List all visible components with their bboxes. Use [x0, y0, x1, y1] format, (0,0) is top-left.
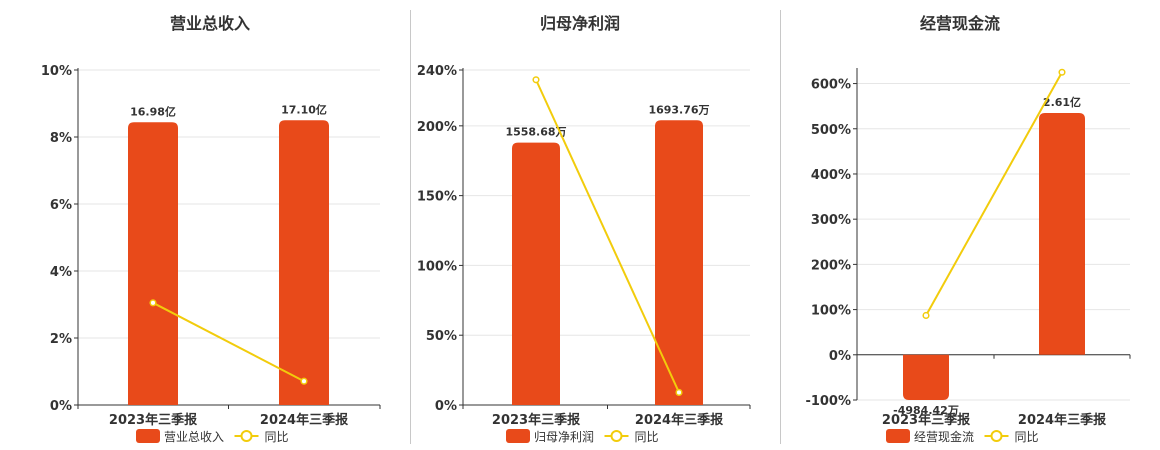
- yoy-point: [675, 388, 683, 396]
- legend-swatch-bar: [136, 429, 160, 443]
- x-category-label: 2024年三季报: [260, 412, 349, 428]
- bar-data-label: 1693.76万: [648, 103, 709, 116]
- y-tick-label: 400%: [811, 168, 851, 183]
- bar: [903, 354, 949, 400]
- x-category-label: 2023年三季报: [882, 412, 971, 428]
- y-tick-label: 200%: [811, 258, 851, 273]
- bar-data-label: 1558.68万: [505, 126, 566, 139]
- y-tick-label: 0%: [829, 349, 851, 364]
- legend-label-line: 同比: [265, 430, 289, 444]
- y-tick-label: 8%: [50, 131, 72, 146]
- y-tick-label: 50%: [426, 329, 457, 344]
- legend-swatch-marker: [610, 430, 623, 442]
- legend-label-bar: 归母净利润: [534, 430, 594, 444]
- yoy-line: [925, 71, 1063, 316]
- yoy-line: [152, 301, 305, 383]
- yoy-point: [922, 311, 930, 320]
- y-tick-label: 10%: [41, 64, 72, 79]
- legend-swatch-marker: [990, 430, 1003, 442]
- panel-divider: [780, 10, 781, 444]
- yoy-point: [532, 76, 540, 84]
- y-tick-label: 100%: [417, 259, 457, 274]
- legend-label-line: 同比: [1015, 430, 1039, 444]
- y-tick-label: 100%: [811, 304, 851, 319]
- y-tick-label: 6%: [50, 198, 72, 213]
- y-tick-label: 2%: [50, 332, 72, 347]
- yoy-line: [535, 79, 680, 393]
- legend-swatch-bar: [506, 429, 530, 443]
- legend-label-line: 同比: [635, 430, 659, 444]
- y-tick-label: 0%: [50, 399, 72, 414]
- bar-data-label: 16.98亿: [130, 104, 176, 118]
- bar: [655, 120, 703, 405]
- y-tick-label: 200%: [417, 120, 457, 135]
- chart-title: 归母净利润: [540, 14, 620, 33]
- bar-data-label: 17.10亿: [281, 102, 327, 116]
- y-tick-label: 500%: [811, 123, 851, 138]
- bar: [1039, 112, 1085, 355]
- y-tick-label: -100%: [805, 394, 851, 409]
- yoy-point: [149, 299, 157, 307]
- legend-label-bar: 营业总收入: [164, 430, 224, 444]
- y-tick-label: 300%: [811, 213, 851, 228]
- y-tick-label: 0%: [435, 399, 457, 414]
- x-category-label: 2023年三季报: [109, 412, 198, 428]
- chart-title: 营业总收入: [170, 14, 250, 33]
- legend-swatch-bar: [886, 429, 910, 443]
- bar: [512, 142, 560, 406]
- legend-label-bar: 经营现金流: [914, 429, 974, 444]
- y-tick-label: 4%: [50, 265, 72, 280]
- chart-title: 经营现金流: [920, 14, 1000, 33]
- legend-swatch-marker: [240, 430, 253, 442]
- x-category-label: 2024年三季报: [635, 412, 724, 428]
- panel-divider: [410, 10, 411, 444]
- bar: [128, 122, 178, 405]
- bar: [279, 120, 329, 405]
- yoy-point: [300, 377, 308, 385]
- x-category-label: 2024年三季报: [1018, 412, 1107, 428]
- y-tick-label: 600%: [811, 78, 851, 93]
- bar-data-label: 2.61亿: [1043, 95, 1081, 109]
- bar-data-label: -4984.42万: [893, 404, 959, 417]
- y-tick-label: 150%: [417, 190, 457, 205]
- yoy-point: [1058, 68, 1066, 76]
- x-category-label: 2023年三季报: [492, 412, 581, 428]
- y-tick-label: 240%: [417, 64, 457, 79]
